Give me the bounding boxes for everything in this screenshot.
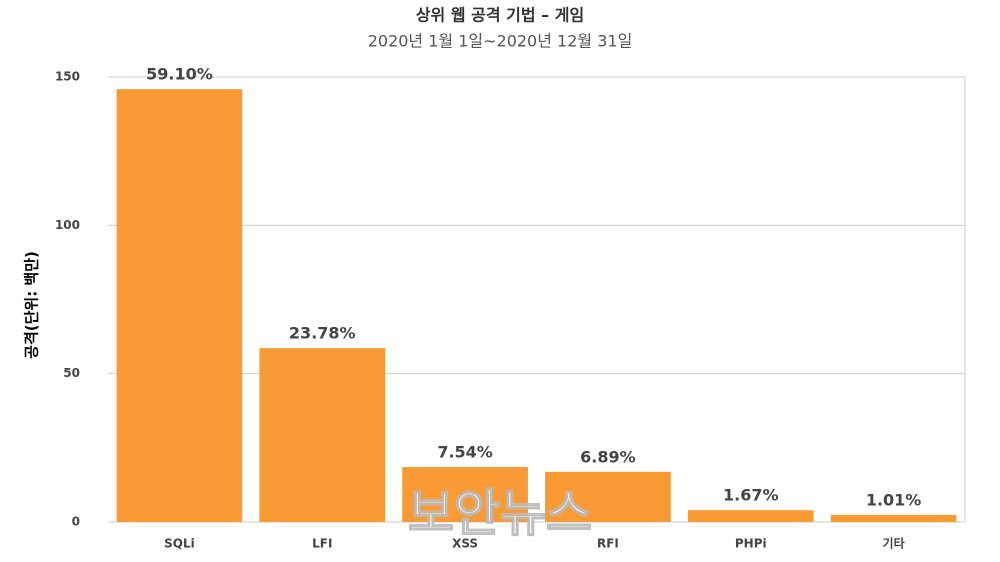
bar [402,467,528,522]
share-label: 1.67% [723,486,779,505]
y-tick-label: 100 [55,218,80,232]
share-label: 1.01% [866,490,922,509]
bar [545,471,671,522]
bar [830,514,957,522]
bar [687,510,814,522]
chart-subtitle: 2020년 1월 1일~2020년 12월 31일 [368,32,633,51]
x-tick-label: PHPi [735,537,767,551]
x-tick-label: LFI [312,537,332,551]
x-tick-label: SQLi [164,537,195,551]
x-tick-label: 기타 [883,536,905,551]
y-tick-label: 150 [55,70,80,84]
chart-title: 상위 웹 공격 기법 – 게임 [416,6,584,25]
share-label: 7.54% [437,443,493,462]
watermark: 보안뉴스 [408,485,592,543]
y-tick-label: 0 [72,515,80,529]
x-tick-label: XSS [452,537,478,551]
x-tick-label: RFI [597,537,619,551]
bar [259,348,386,522]
share-label: 59.10% [146,65,213,84]
share-label: 6.89% [580,447,636,466]
y-axis-label: 공격(단위: 백만) [23,251,41,359]
y-tick-label: 50 [63,366,80,380]
share-label: 23.78% [289,324,356,343]
bar [116,89,243,522]
